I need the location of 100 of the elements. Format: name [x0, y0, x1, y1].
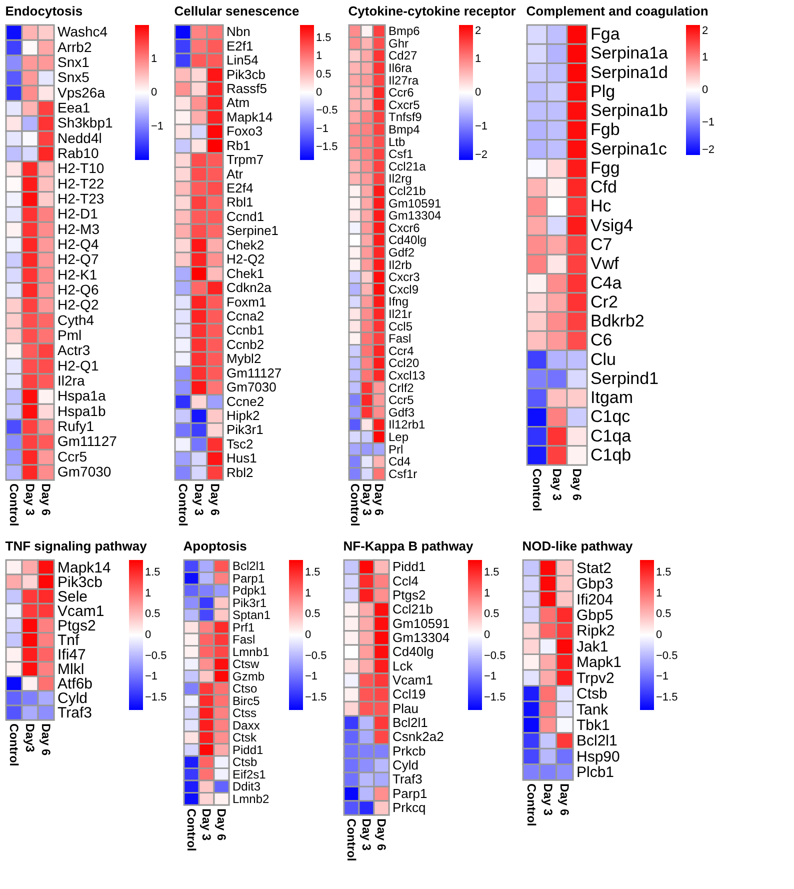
y-tick-label: Cr2 [590, 292, 618, 312]
x-tick-label: Day 6 [372, 484, 386, 516]
y-tick-label: Fgb [590, 120, 620, 140]
y-tick-label: Pik3r1 [232, 596, 267, 610]
y-tick-label: Hus1 [226, 450, 257, 466]
y-tick-label: Il2rg [388, 172, 412, 186]
x-tick-label: Day 6 [39, 484, 53, 516]
y-tick-label: Csf1 [388, 147, 414, 162]
y-tick-label: Foxm1 [226, 294, 266, 310]
y-tick-label: Ccl5 [388, 319, 413, 334]
color-bar-label: −0.5 [305, 650, 327, 662]
x-tick-label: Control [184, 808, 198, 852]
color-bar-label: −1 [151, 120, 164, 132]
color-bar-label: −1 [484, 670, 497, 683]
x-tick-label: Day 3 [541, 784, 555, 816]
x-tick-label: Day 6 [570, 468, 584, 501]
y-tick-label: Hsp90 [576, 748, 620, 766]
y-tick-label: Hspa1a [58, 388, 106, 404]
y-tick-label: Chek2 [226, 237, 264, 252]
color-bar-label: 1 [316, 50, 322, 62]
y-tick-label: C1qa [590, 426, 632, 446]
y-tick-label: Cfd [590, 178, 617, 197]
color-bar-label: 0.5 [145, 608, 160, 620]
y-tick-label: Prf1 [232, 620, 255, 634]
y-tick-label: Serpina1c [590, 139, 668, 158]
color-bar-label: 0.5 [316, 68, 332, 80]
color-bar-label: 1 [702, 52, 708, 64]
color-bar-label: 1.5 [656, 566, 672, 578]
y-tick-label: Foxo3 [226, 124, 263, 139]
y-tick-label: Bmp6 [388, 24, 420, 38]
y-tick-label: Pidd1 [232, 742, 264, 757]
y-tick-label: Cyth4 [58, 312, 94, 328]
chart-title: Apoptosis [183, 538, 247, 554]
y-tick-label: Fasl [388, 332, 412, 346]
y-tick-label: Ccnb2 [226, 336, 264, 352]
y-tick-label: Fga [590, 24, 620, 44]
y-tick-label: H2-Q2 [226, 252, 265, 267]
y-tick-label: Cyld [392, 757, 419, 772]
y-tick-label: H2-K1 [58, 266, 98, 282]
chart-title: Endocytosis [5, 3, 83, 18]
y-tick-label: Gdf3 [388, 405, 415, 420]
color-bar-label: −1 [305, 670, 318, 683]
y-tick-label: Crlf2 [388, 380, 414, 395]
color-bar-label: 0 [484, 629, 490, 641]
y-tick-label: Rbl1 [226, 194, 254, 210]
y-tick-label: Daxx [232, 718, 260, 732]
y-tick-label: H2-Q6 [58, 281, 99, 298]
y-tick-label: Ripk2 [576, 622, 615, 640]
y-tick-label: Gm11127 [226, 365, 282, 380]
y-tick-label: H2-T10 [58, 160, 104, 176]
y-tick-label: Lck [392, 658, 414, 674]
y-tick-label: Ifi204 [576, 591, 614, 608]
y-tick-label: Gm7030 [58, 463, 112, 480]
chart-title: Cellular senescence [174, 3, 300, 18]
y-tick-label: Rb1 [226, 138, 250, 153]
y-tick-label: Cxcr3 [388, 270, 420, 284]
color-bar-label: 1 [475, 52, 482, 65]
y-tick-label: Bcl2l1 [232, 559, 266, 574]
y-tick-label: Il2ra [58, 372, 85, 388]
y-tick-label: Il2rb [388, 258, 412, 272]
x-tick-label: Control [7, 484, 21, 526]
x-tick-label: Day 6 [39, 724, 53, 756]
y-tick-label: Ctsk [232, 730, 258, 745]
y-tick-label: Clu [590, 350, 616, 369]
y-tick-label: Ctsw [232, 657, 260, 672]
y-tick-label: Plau [392, 700, 419, 716]
y-tick-label: Arrb2 [58, 38, 92, 55]
color-bar-label: 1.5 [305, 566, 320, 578]
text: Cytokine-cytokine receptor [348, 3, 516, 18]
y-tick-label: Serpina1d [590, 62, 668, 82]
y-tick-label: Bcl2l1 [576, 732, 618, 750]
y-tick-label: Csnk2a2 [392, 729, 444, 744]
y-tick-label: Ccl21b [392, 602, 433, 617]
y-tick-label: Cd27 [388, 48, 418, 63]
y-tick-label: C7 [590, 235, 612, 254]
y-tick-label: Rufy1 [58, 418, 94, 434]
color-bar-label: 1 [305, 587, 312, 600]
x-tick-label: Day 6 [558, 784, 572, 816]
y-tick-label: Cxcr6 [388, 220, 420, 235]
color-bar-label: −0.5 [484, 650, 506, 662]
color-bar-label: −1 [316, 122, 329, 135]
y-tick-label: Cyld [58, 690, 88, 708]
x-tick-label: Control [530, 468, 544, 512]
color-bar-label: −1 [702, 116, 715, 128]
y-tick-label: H2-Q1 [58, 357, 99, 374]
y-tick-label: Gm10591 [388, 196, 442, 210]
y-tick-label: H2-Q7 [58, 251, 99, 268]
y-tick-label: Ptgs2 [392, 587, 426, 602]
y-tick-label: Mybl2 [226, 351, 262, 366]
y-tick-label: Traf3 [392, 772, 422, 787]
y-tick-label: Chek1 [226, 266, 264, 281]
y-tick-label: Ctsb [232, 755, 258, 770]
y-tick-label: Plg [590, 82, 616, 101]
y-tick-label: Ccna2 [226, 308, 264, 324]
y-tick-label: Fgg [590, 158, 620, 178]
y-tick-label: Ccl4 [392, 573, 419, 588]
y-tick-label: Atr [226, 166, 244, 182]
color-bar-label: −1.5 [484, 692, 506, 704]
color-bar-label: 0.5 [484, 608, 500, 620]
y-tick-label: Prkcq [392, 800, 426, 815]
